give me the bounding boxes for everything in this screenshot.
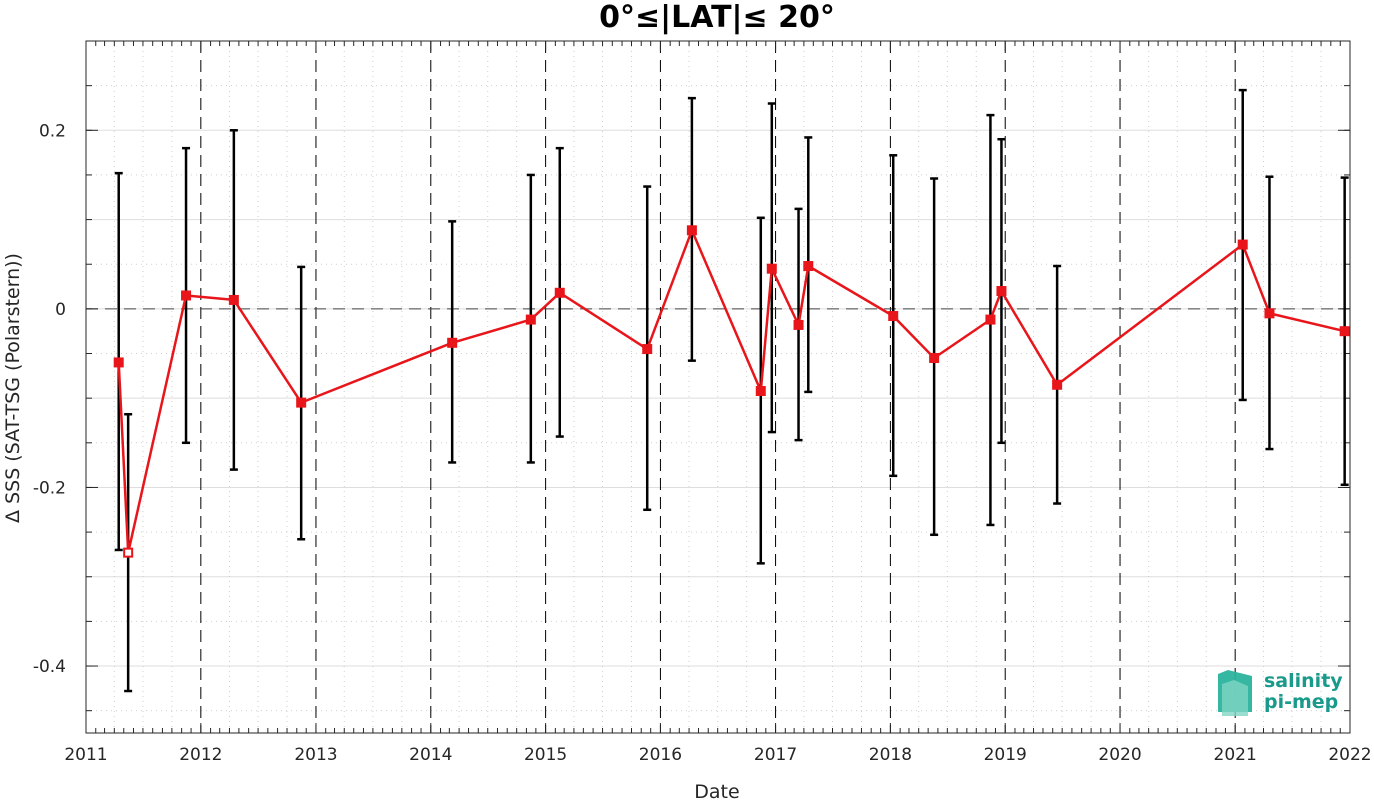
x-tick-label: 2019	[984, 745, 1027, 765]
data-point-marker	[1052, 379, 1063, 390]
x-tick-label: 2015	[524, 745, 567, 765]
logo-text-pi-mep: pi-mep	[1264, 691, 1338, 713]
data-point-marker	[755, 386, 766, 397]
data-point-marker	[181, 290, 192, 301]
data-point-marker	[1237, 239, 1248, 250]
x-tick-label: 2020	[1098, 745, 1141, 765]
y-tick-label: 0.2	[39, 121, 66, 141]
data-point-marker	[642, 344, 653, 355]
data-layer	[113, 88, 1350, 693]
x-tick-label: 2016	[639, 745, 682, 765]
axes-layer: 2011 2012 2013 2014 2015 2016 2017 2018 2019 2020…	[33, 40, 1372, 765]
x-tick-label: 2022	[1328, 745, 1371, 765]
data-point-marker	[996, 286, 1007, 297]
grid-layer	[86, 40, 1350, 733]
data-point-marker	[888, 311, 899, 322]
x-tick-label: 2014	[409, 745, 452, 765]
data-point-marker	[525, 314, 536, 325]
data-point-marker	[1339, 326, 1350, 337]
x-tick-label: 2018	[869, 745, 912, 765]
series-line	[117, 229, 1345, 554]
data-point-marker	[686, 225, 697, 236]
y-tick-label: -0.2	[33, 478, 66, 498]
chart-title: 0°≤|LAT|≤ 20°	[599, 0, 835, 35]
data-point-marker	[803, 261, 814, 272]
data-point-marker	[123, 547, 134, 558]
x-tick-label: 2017	[754, 745, 797, 765]
data-point-marker	[985, 314, 996, 325]
data-point-marker	[793, 319, 804, 330]
data-point-marker	[113, 357, 124, 368]
x-tick-label: 2012	[179, 745, 222, 765]
data-point-marker	[929, 352, 940, 363]
x-tick-label: 2011	[64, 745, 107, 765]
data-point-marker	[554, 287, 565, 298]
x-tick-label: 2021	[1214, 745, 1257, 765]
data-point-marker	[296, 397, 307, 408]
x-axis-title: Date	[694, 781, 739, 801]
logo-text-salinity: salinity	[1264, 670, 1343, 692]
y-tick-label: -0.4	[33, 657, 66, 677]
data-point-marker	[1264, 308, 1275, 319]
y-axis-title: Δ SSS (SAT-TSG (Polarstern))	[2, 253, 24, 523]
data-point-marker	[228, 294, 239, 305]
y-tick-label: 0	[55, 300, 66, 320]
data-point-marker	[766, 263, 777, 274]
x-tick-label: 2013	[294, 745, 337, 765]
logo-wave-icon-layer	[1222, 680, 1248, 716]
salinity-pi-mep-logo: salinity pi-mep	[1218, 670, 1343, 716]
data-point-marker	[447, 337, 458, 348]
